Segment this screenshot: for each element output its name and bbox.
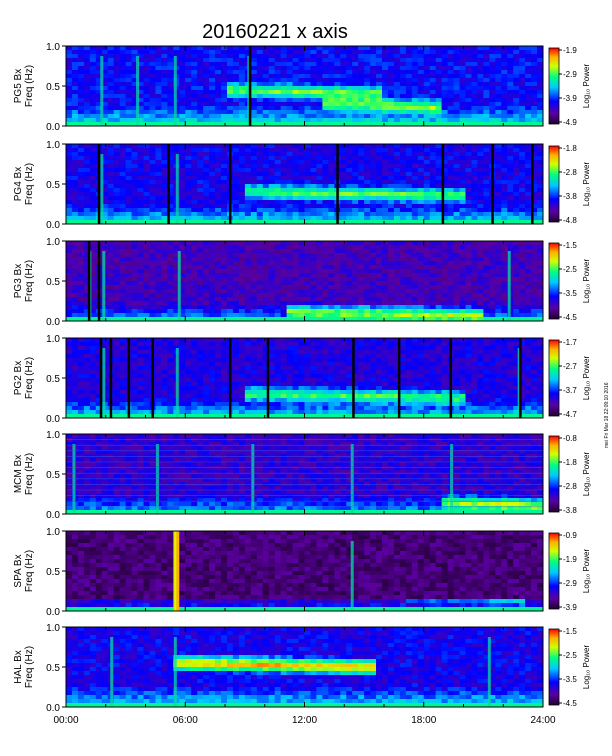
y-tick-label: 0.0 (46, 703, 60, 714)
colorbar-tick-label: -3.7 (563, 386, 577, 395)
y-tick-label: 1.0 (46, 334, 60, 345)
colorbar-tick-label: -2.8 (563, 482, 577, 491)
x-tick-label: 06:00 (173, 715, 198, 726)
colorbar: -1.9 -2.9 -3.9 -4.9 Log₁₀ Power (548, 46, 591, 127)
panel-pg2: 0.0 0.5 1.0 PG2 BxFreq (Hz) -1.7 -2.7 -3.7 -4.7… (13, 334, 591, 425)
colorbar-tick-label: -4.9 (563, 118, 577, 127)
colorbar-tick-label: -4.8 (563, 216, 577, 225)
y-tick-label: 0.0 (46, 122, 60, 133)
y-axis-label: SPA BxFreq (Hz) (13, 550, 35, 592)
colorbar-tick-label: -2.9 (563, 70, 577, 79)
x-tick-label: 00:00 (53, 715, 78, 726)
x-tick-label: 18:00 (411, 715, 436, 726)
y-tick-label: 1.0 (46, 527, 60, 538)
y-tick-label: 0.5 (46, 567, 60, 578)
y-tick-label: 1.0 (46, 430, 60, 441)
y-tick-label: 0.0 (46, 607, 60, 618)
colorbar-tick-label: -2.5 (563, 651, 577, 660)
y-tick-label: 0.5 (46, 180, 60, 191)
colorbar-tick-label: -4.5 (563, 699, 577, 708)
colorbar-tick-label: -1.9 (563, 555, 577, 564)
colorbar-label: Log₁₀ Power (582, 452, 591, 497)
colorbar-label: Log₁₀ Power (582, 549, 591, 594)
colorbar: -1.7 -2.7 -3.7 -4.7 Log₁₀ Power (548, 338, 591, 419)
colorbar: -1.5 -2.5 -3.5 -4.5 Log₁₀ Power (548, 627, 591, 708)
colorbar-tick-label: -0.8 (563, 434, 577, 443)
y-tick-label: 0.0 (46, 414, 60, 425)
y-tick-label: 0.5 (46, 82, 60, 93)
colorbar-tick-label: -3.5 (563, 289, 577, 298)
colorbar: -0.9 -1.9 -2.9 -3.9 Log₁₀ Power (548, 531, 591, 612)
panel-spa: 0.0 0.5 1.0 SPA BxFreq (Hz) -0.9 -1.9 -2.9 -3.9… (13, 527, 591, 618)
colorbar-tick-label: -3.8 (563, 506, 577, 515)
timestamp-note-text: mei Fri Mar 18 22:09:10 2016 (604, 382, 610, 448)
y-tick-label: 0.0 (46, 510, 60, 521)
y-tick-label: 0.5 (46, 374, 60, 385)
colorbar-tick-label: -2.8 (563, 168, 577, 177)
colorbar-tick-label: -1.8 (563, 144, 577, 153)
colorbar-tick-label: -2.7 (563, 362, 577, 371)
colorbar-label: Log₁₀ Power (582, 64, 591, 109)
y-axis-label: PG4 BxFreq (Hz) (13, 163, 35, 205)
y-tick-label: 0.5 (46, 470, 60, 481)
y-axis-label: HAL BxFreq (Hz) (13, 646, 35, 688)
colorbar-label: Log₁₀ Power (582, 162, 591, 207)
y-tick-label: 0.0 (46, 317, 60, 328)
panel-pg3: 0.0 0.5 1.0 PG3 BxFreq (Hz) -1.5 -2.5 -3.5 -4.5… (13, 237, 591, 328)
colorbar-tick-label: -3.9 (563, 603, 577, 612)
y-axis-label: PG5 BxFreq (Hz) (13, 65, 35, 107)
colorbar-tick-label: -1.5 (563, 627, 577, 636)
colorbar-tick-label: -4.7 (563, 410, 577, 419)
y-tick-label: 1.0 (46, 42, 60, 53)
colorbar-tick-label: -1.5 (563, 241, 577, 250)
colorbar-tick-label: -1.7 (563, 338, 577, 347)
y-tick-label: 0.5 (46, 663, 60, 674)
colorbar-label: Log₁₀ Power (582, 645, 591, 690)
colorbar-label: Log₁₀ Power (582, 356, 591, 401)
panel-pg5: 0.0 0.5 1.0 PG5 BxFreq (Hz) -1.9 -2.9 -3.9 -4.9… (13, 42, 591, 133)
timestamp-note: mei Fri Mar 18 22:09:10 2016 (604, 382, 610, 448)
panel-hal: 0.0 0.5 1.0 HAL BxFreq (Hz) -1.5 -2.5 -3.5 -4.5… (13, 623, 591, 714)
panel-pg4: 0.0 0.5 1.0 PG4 BxFreq (Hz) -1.8 -2.8 -3.8 -4.8… (13, 140, 591, 231)
x-tick-label: 12:00 (292, 715, 317, 726)
colorbar: -1.8 -2.8 -3.8 -4.8 Log₁₀ Power (548, 144, 591, 225)
y-axis-label: PG2 BxFreq (Hz) (13, 357, 35, 399)
y-axis-label: PG3 BxFreq (Hz) (13, 260, 35, 302)
colorbar: -1.5 -2.5 -3.5 -4.5 Log₁₀ Power (548, 241, 591, 322)
chart-title: 20160221 x axis (202, 21, 348, 43)
colorbar-label: Log₁₀ Power (582, 259, 591, 304)
y-tick-label: 1.0 (46, 140, 60, 151)
panel-mcm: 0.0 0.5 1.0 MCM BxFreq (Hz) -0.8 -1.8 -2.8 -3.8… (13, 430, 591, 521)
colorbar-tick-label: -2.9 (563, 579, 577, 588)
colorbar-tick-label: -2.5 (563, 265, 577, 274)
colorbar-tick-label: -4.5 (563, 313, 577, 322)
y-tick-label: 1.0 (46, 237, 60, 248)
y-tick-label: 0.5 (46, 277, 60, 288)
colorbar-tick-label: -3.9 (563, 94, 577, 103)
colorbar-tick-label: -3.8 (563, 192, 577, 201)
colorbar-tick-label: -1.9 (563, 46, 577, 55)
y-tick-label: 0.0 (46, 220, 60, 231)
y-axis-label: MCM BxFreq (Hz) (13, 453, 35, 495)
colorbar: -0.8 -1.8 -2.8 -3.8 Log₁₀ Power (548, 434, 591, 515)
colorbar-tick-label: -0.9 (563, 531, 577, 540)
y-tick-label: 1.0 (46, 623, 60, 634)
colorbar-tick-label: -3.5 (563, 675, 577, 684)
x-tick-label: 24:00 (530, 715, 555, 726)
colorbar-tick-label: -1.8 (563, 458, 577, 467)
